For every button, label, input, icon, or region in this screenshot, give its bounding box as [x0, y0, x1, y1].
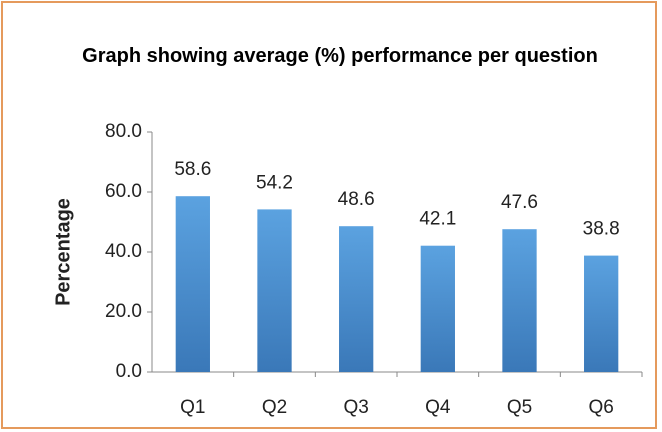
- bar: [257, 209, 292, 372]
- data-label: 48.6: [338, 189, 375, 210]
- y-tick-label: 40.0: [105, 241, 142, 262]
- data-label: 47.6: [501, 192, 538, 213]
- x-tick-label: Q3: [343, 397, 368, 418]
- y-tick-label: 20.0: [105, 301, 142, 322]
- x-tick-label: Q6: [588, 397, 613, 418]
- bar: [339, 226, 374, 372]
- x-tick-label: Q2: [262, 397, 287, 418]
- data-label: 42.1: [419, 209, 456, 230]
- bar: [584, 255, 619, 372]
- x-tick-label: Q1: [180, 397, 205, 418]
- bar: [420, 245, 455, 372]
- x-tick-label: Q4: [425, 397, 451, 418]
- chart-title: Graph showing average (%) performance pe…: [82, 45, 598, 67]
- data-label: 58.6: [174, 159, 211, 180]
- bar: [502, 229, 537, 372]
- x-tick-label: Q5: [507, 397, 532, 418]
- y-tick-label: 60.0: [105, 181, 142, 202]
- data-label: 38.8: [583, 219, 620, 240]
- y-tick-label: 0.0: [116, 361, 142, 382]
- y-axis-label: Percentage: [52, 198, 74, 306]
- data-label: 54.2: [256, 172, 293, 193]
- bar: [175, 196, 210, 372]
- y-tick-label: 80.0: [105, 121, 142, 142]
